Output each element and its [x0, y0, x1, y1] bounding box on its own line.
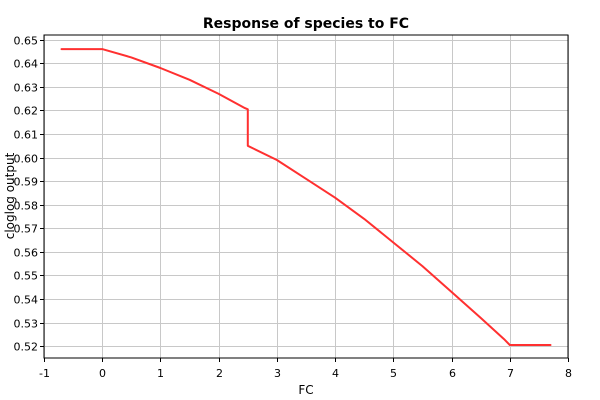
y-tick-label: 0.64 — [14, 58, 39, 71]
x-tick-label: 5 — [390, 367, 397, 380]
series-line — [60, 48, 552, 346]
y-tick-label: 0.62 — [14, 105, 39, 118]
y-tick-label: 0.52 — [14, 341, 39, 354]
y-tick-label: 0.55 — [14, 270, 39, 283]
x-tick-label: 8 — [565, 367, 572, 380]
y-tick-label: 0.54 — [14, 294, 39, 307]
y-tick-label: 0.56 — [14, 247, 39, 260]
y-tick-label: 0.61 — [14, 129, 39, 142]
series-layer — [60, 48, 552, 346]
x-tick-label: 1 — [157, 367, 164, 380]
x-tick-label: 3 — [274, 367, 281, 380]
x-tick-label: 4 — [332, 367, 339, 380]
y-tick-label: 0.65 — [14, 35, 39, 48]
grid — [44, 35, 569, 358]
x-axis-label: FC — [298, 383, 313, 397]
x-tick-label: 2 — [216, 367, 223, 380]
plot-frame — [43, 34, 569, 359]
x-tick-label: 7 — [507, 367, 514, 380]
y-axis: 0.52 0.53 0.54 0.55 0.56 0.57 0.58 0.59 0.60 0.61… — [14, 35, 44, 354]
y-tick-label: 0.63 — [14, 82, 39, 95]
y-tick-label: 0.53 — [14, 318, 39, 331]
x-tick-label: 6 — [449, 367, 456, 380]
x-tick-label: 0 — [99, 367, 106, 380]
y-tick-label: 0.60 — [14, 153, 39, 166]
x-tick-label: -1 — [39, 367, 50, 380]
x-axis: -1 0 1 2 3 4 5 6 7 8 — [39, 358, 572, 380]
y-tick-label: 0.59 — [14, 176, 39, 189]
y-axis-label: cloglog output — [3, 152, 17, 239]
chart-title: Response of species to FC — [203, 16, 409, 32]
y-tick-label: 0.57 — [14, 223, 39, 236]
y-tick-label: 0.58 — [14, 200, 39, 213]
